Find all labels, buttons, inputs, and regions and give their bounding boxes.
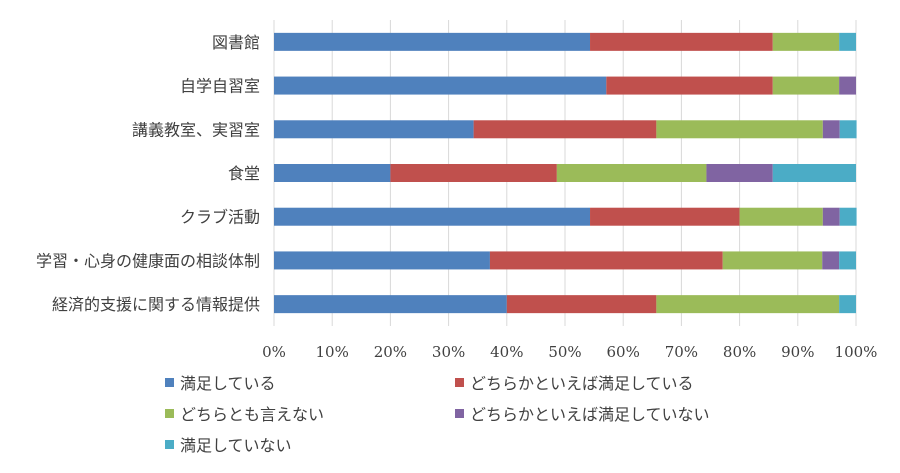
x-tick-label: 60%: [607, 343, 640, 361]
bar-segment: [274, 251, 490, 270]
category-label: 自学自習室: [180, 77, 260, 96]
legend-item: どちらかといえば満足していない: [455, 401, 710, 425]
legend-item: 満足している: [165, 370, 276, 394]
bar-segment: [772, 32, 840, 51]
legend-label: 満足していない: [180, 436, 292, 455]
bar-segment: [739, 207, 823, 226]
bar-segment: [606, 76, 773, 95]
legend-swatch: [165, 439, 174, 449]
bar-segment: [839, 76, 856, 95]
bar-segment: [656, 120, 823, 139]
legend-swatch: [165, 408, 174, 418]
category-label: 講義教室、実習室: [132, 120, 260, 139]
x-tick-label: 0%: [262, 343, 286, 361]
bar-segment: [590, 32, 773, 51]
x-tick-label: 100%: [835, 343, 878, 361]
x-tick-label: 20%: [374, 343, 407, 361]
bar-segment: [839, 295, 856, 314]
legend-label: どちらかといえば満足していない: [470, 405, 710, 424]
bar-segment: [390, 164, 557, 182]
bar-segment: [839, 32, 856, 51]
bar-segment: [772, 76, 840, 95]
bar-segment: [822, 207, 840, 226]
bar-segment: [274, 295, 507, 314]
legend-item: 満足していない: [165, 432, 292, 456]
bar-segment: [839, 207, 857, 226]
bar-segment: [473, 120, 657, 139]
category-label: クラブ活動: [180, 208, 260, 227]
x-tick-label: 40%: [490, 343, 523, 361]
legend-item: どちらとも言えない: [165, 401, 324, 425]
x-tick-label: 50%: [548, 343, 581, 361]
bar-segment: [489, 251, 723, 270]
legend-label: どちらとも言えない: [180, 405, 325, 424]
legend-swatch: [165, 377, 174, 387]
bar-segment: [506, 295, 657, 314]
bar-segment: [656, 295, 840, 314]
bar-segment: [274, 207, 591, 226]
bar-segment: [822, 251, 840, 270]
bar-segment: [556, 164, 707, 182]
legend-label: どちらかといえば満足している: [470, 374, 694, 393]
category-label: 図書館: [212, 33, 260, 52]
legend-label: 満足している: [180, 374, 276, 393]
bar-segment: [772, 164, 856, 182]
x-tick-label: 10%: [316, 343, 349, 361]
x-tick-label: 80%: [723, 343, 756, 361]
x-tick-label: 90%: [781, 343, 814, 361]
category-label: 食堂: [228, 164, 260, 183]
bar-segment: [274, 76, 607, 95]
bar-segment: [839, 251, 856, 270]
bar-segment: [822, 120, 840, 139]
x-tick-label: 30%: [432, 343, 465, 361]
bar-segment: [274, 120, 474, 139]
bar-segment: [706, 164, 773, 182]
legend-swatch: [455, 408, 464, 418]
bar-segment: [274, 164, 391, 182]
legend-swatch: [455, 377, 464, 387]
category-label: 経済的支援に関する情報提供: [52, 295, 260, 314]
bar-segment: [839, 120, 857, 139]
x-tick-label: 70%: [665, 343, 698, 361]
bar-segment: [722, 251, 823, 270]
stacked-bar-chart: 図書館自学自習室講義教室、実習室食堂クラブ活動学習・心身の健康面の相談体制経済的…: [36, 20, 878, 361]
legend-item: どちらかといえば満足している: [455, 370, 694, 394]
bar-segment: [274, 32, 591, 51]
category-label: 学習・心身の健康面の相談体制: [36, 251, 260, 270]
bar-segment: [590, 207, 740, 226]
